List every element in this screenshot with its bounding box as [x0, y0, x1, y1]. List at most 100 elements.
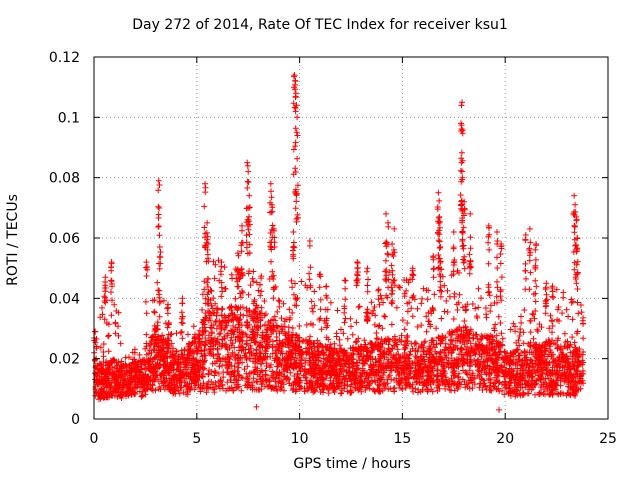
data-point-peak	[267, 180, 274, 187]
data-point	[342, 296, 349, 303]
data-point	[347, 315, 354, 322]
data-point	[254, 358, 261, 365]
data-point	[97, 314, 104, 321]
data-point-peak	[202, 180, 208, 187]
data-point	[262, 322, 268, 329]
data-point	[229, 275, 236, 282]
data-point	[293, 129, 300, 136]
data-point	[436, 245, 443, 251]
data-point	[327, 365, 334, 372]
data-point	[494, 278, 500, 285]
data-point	[485, 356, 492, 363]
data-point	[238, 387, 245, 394]
data-point	[348, 381, 355, 388]
data-point	[370, 386, 377, 393]
data-point	[217, 377, 224, 384]
x-tick-label: 5	[192, 431, 201, 447]
data-point	[279, 351, 286, 357]
data-point	[156, 232, 163, 239]
data-point	[397, 284, 403, 291]
data-point	[495, 313, 502, 320]
data-point	[316, 284, 323, 291]
data-point	[355, 365, 362, 371]
data-point-peak	[389, 241, 396, 247]
data-point	[287, 369, 294, 376]
data-point	[117, 340, 124, 347]
data-point	[392, 367, 399, 373]
data-point	[344, 335, 351, 342]
data-point-peak	[244, 159, 251, 166]
data-point	[201, 365, 208, 372]
data-point	[108, 277, 115, 284]
data-point	[527, 329, 534, 336]
data-point	[165, 382, 172, 389]
data-point	[382, 257, 389, 264]
data-point	[144, 386, 151, 393]
data-point	[333, 330, 340, 337]
data-point	[420, 373, 427, 380]
data-point	[312, 387, 318, 394]
data-point	[381, 380, 388, 386]
data-point	[334, 307, 341, 314]
data-point	[455, 373, 461, 380]
data-point	[244, 363, 251, 370]
data-point	[156, 287, 163, 294]
data-point	[310, 308, 316, 315]
data-point	[289, 309, 296, 316]
data-point	[378, 295, 385, 302]
data-point	[436, 197, 443, 204]
data-point	[496, 406, 502, 413]
data-point	[459, 367, 466, 374]
data-point	[142, 298, 149, 305]
data-point	[382, 313, 389, 320]
data-point	[493, 332, 500, 339]
data-point	[442, 385, 449, 392]
data-point	[204, 279, 211, 286]
data-point	[222, 286, 229, 292]
data-point	[364, 306, 371, 313]
data-point	[486, 246, 493, 253]
data-point	[241, 366, 248, 373]
data-point	[278, 315, 285, 322]
data-point	[342, 277, 349, 284]
data-point	[424, 386, 431, 393]
data-point-peak	[572, 201, 579, 208]
data-point	[236, 372, 243, 379]
data-point	[530, 384, 536, 391]
data-point-peak	[245, 168, 252, 175]
data-point	[151, 308, 158, 315]
data-point	[381, 313, 388, 319]
data-point	[554, 337, 561, 344]
data-point	[305, 344, 312, 351]
data-point	[249, 328, 255, 335]
data-point	[483, 311, 490, 318]
data-point	[154, 319, 161, 326]
data-point	[342, 285, 349, 292]
data-point	[549, 367, 556, 373]
data-point-peak	[533, 241, 539, 247]
data-point	[268, 331, 275, 338]
data-point	[505, 385, 512, 392]
data-point	[232, 295, 239, 302]
data-point	[521, 348, 528, 355]
data-point	[385, 251, 392, 258]
data-point	[503, 359, 510, 366]
data-point	[393, 375, 400, 382]
data-point	[428, 310, 435, 317]
data-point	[154, 279, 161, 286]
data-point-peak	[143, 259, 150, 266]
data-point	[532, 277, 539, 284]
data-point	[150, 346, 157, 352]
data-point	[324, 344, 331, 351]
data-point	[136, 351, 143, 358]
data-point	[377, 292, 384, 299]
data-point	[422, 338, 429, 345]
data-point	[290, 146, 297, 153]
data-point	[341, 319, 348, 326]
data-point	[348, 323, 354, 330]
data-point-peak	[294, 114, 301, 121]
data-point	[559, 310, 566, 317]
data-point-peak	[526, 225, 533, 232]
data-point	[204, 251, 211, 258]
data-point	[289, 325, 296, 331]
